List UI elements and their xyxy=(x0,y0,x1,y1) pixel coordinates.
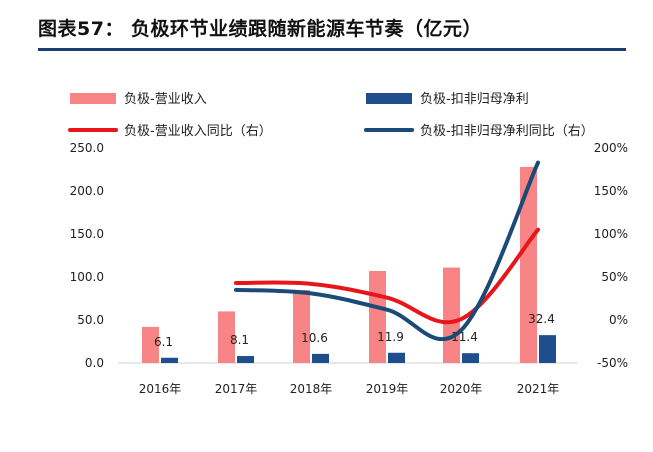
profit-bar xyxy=(462,353,479,363)
x-axis-tick: 2018年 xyxy=(290,382,333,396)
left-axis-tick: 250.0 xyxy=(70,141,104,155)
right-axis-tick: -50% xyxy=(597,356,628,370)
right-axis-tick: 50% xyxy=(601,270,628,284)
profit-bar xyxy=(539,335,556,363)
profit-data-label: 8.1 xyxy=(230,333,249,347)
legend-label-revenue: 负极-营业收入 xyxy=(124,92,207,107)
legend-label-profit: 负极-扣非归母净利 xyxy=(420,92,529,107)
profit-data-label: 11.9 xyxy=(377,330,404,344)
left-axis-tick: 200.0 xyxy=(70,184,104,198)
x-axis-tick: 2017年 xyxy=(215,382,258,396)
x-axis-tick: 2020年 xyxy=(440,382,483,396)
profit-data-label: 32.4 xyxy=(528,312,555,326)
profit-bar xyxy=(161,357,178,363)
left-axis-tick: 0.0 xyxy=(85,356,104,370)
left-axis-tick: 50.0 xyxy=(77,313,104,327)
left-axis-tick: 100.0 xyxy=(70,270,104,284)
legend-label-revenue-yoy: 负极-营业收入同比（右） xyxy=(124,124,272,139)
x-axis-tick: 2019年 xyxy=(366,382,409,396)
revenue-bar xyxy=(218,311,235,363)
chart-title: 图表57： 负极环节业绩跟随新能源车节奏（亿元） xyxy=(38,18,483,40)
revenue-bar xyxy=(443,267,460,363)
legend-swatch-profit xyxy=(366,93,412,104)
revenue-bar xyxy=(293,289,310,363)
left-axis-tick: 150.0 xyxy=(70,227,104,241)
revenue-bar xyxy=(520,166,537,363)
right-axis-tick: 150% xyxy=(594,184,628,198)
x-axis-tick: 2021年 xyxy=(517,382,560,396)
profit-data-label: 6.1 xyxy=(154,335,173,349)
legend-swatch-revenue xyxy=(70,93,116,104)
profit-yoy-line xyxy=(234,160,540,342)
revenue-bar xyxy=(142,326,159,363)
profit-bar xyxy=(388,352,405,363)
legend-label-profit-yoy: 负极-扣非归母净利同比（右） xyxy=(420,124,594,139)
revenue-bar xyxy=(369,270,386,363)
title-rule xyxy=(38,48,626,51)
profit-data-label: 10.6 xyxy=(301,331,328,345)
right-axis-tick: 200% xyxy=(594,141,628,155)
profit-bar xyxy=(237,356,254,363)
revenue-yoy-line xyxy=(234,227,540,325)
profit-bar xyxy=(312,353,329,363)
x-axis-tick: 2016年 xyxy=(139,382,182,396)
right-axis-tick: 100% xyxy=(594,227,628,241)
right-axis-tick: 0% xyxy=(609,313,628,327)
